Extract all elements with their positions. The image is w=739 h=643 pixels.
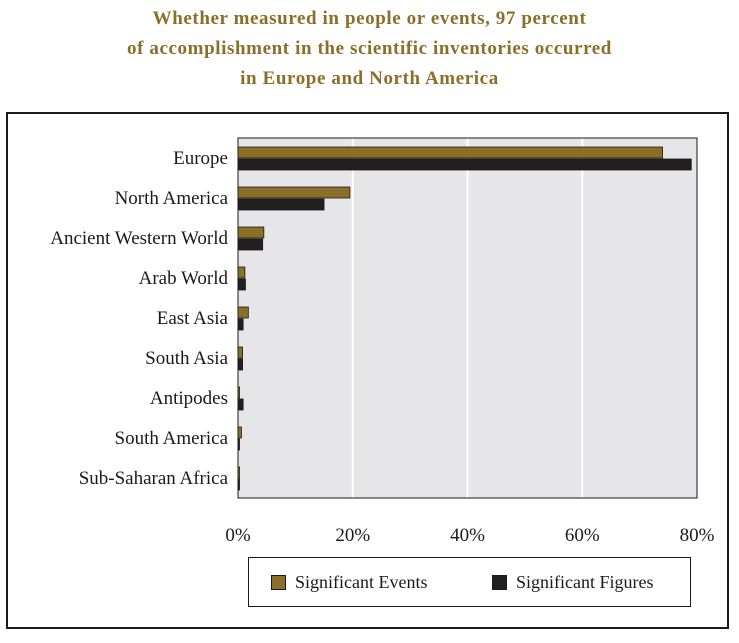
category-label: Ancient Western World — [50, 228, 228, 249]
bar-significant-figures — [237, 438, 240, 451]
title-line-1: Whether measured in people or events, 97… — [152, 8, 587, 29]
bar-significant-figures — [237, 238, 264, 251]
bar-significant-events — [237, 426, 242, 439]
bar-significant-figures — [237, 358, 243, 371]
title-line-2: of accomplishment in the scientific inve… — [127, 38, 612, 59]
bar-significant-figures — [237, 398, 244, 411]
bar-significant-events — [237, 346, 243, 359]
bar-significant-events — [237, 466, 240, 479]
bar-significant-figures — [237, 158, 692, 171]
x-tick-label: 80% — [680, 525, 715, 546]
bar-significant-events — [237, 146, 663, 159]
legend-item-figures: Significant Figures — [492, 572, 654, 593]
title-line-3: in Europe and North America — [240, 68, 499, 89]
bar-significant-figures — [237, 478, 240, 491]
category-label: South America — [115, 428, 229, 449]
x-tick-label: 40% — [450, 525, 485, 546]
category-label: Arab World — [139, 268, 229, 289]
legend-swatch-figures — [492, 575, 507, 590]
category-label: North America — [115, 188, 229, 209]
bar-significant-events — [237, 386, 240, 399]
legend-item-events: Significant Events — [271, 572, 427, 593]
x-tick-label: 0% — [225, 525, 251, 546]
bar-significant-events — [237, 186, 351, 199]
legend-label-figures: Significant Figures — [516, 572, 654, 592]
category-label: Europe — [173, 148, 228, 169]
category-label: South Asia — [145, 348, 228, 369]
bar-significant-figures — [237, 198, 325, 211]
x-tick-label: 60% — [565, 525, 600, 546]
legend-label-events: Significant Events — [295, 572, 428, 592]
bar-significant-events — [237, 266, 246, 279]
chart-title: Whether measured in people or events, 97… — [0, 4, 739, 94]
category-label: Sub-Saharan Africa — [79, 468, 229, 489]
category-label: East Asia — [157, 308, 229, 329]
bar-significant-events — [237, 226, 265, 239]
legend-swatch-events — [271, 575, 286, 590]
bar-significant-figures — [237, 278, 246, 291]
x-tick-label: 20% — [335, 525, 370, 546]
bar-significant-events — [237, 306, 249, 319]
bar-significant-figures — [237, 318, 244, 331]
legend: Significant Events Significant Figures — [248, 557, 691, 607]
category-label: Antipodes — [150, 388, 228, 409]
